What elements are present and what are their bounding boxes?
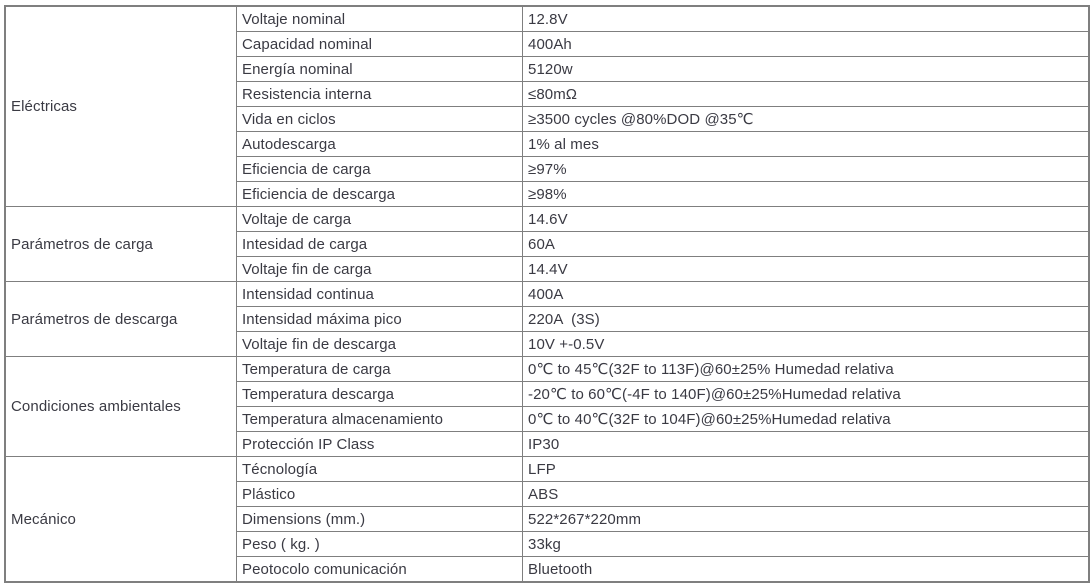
param-cell: Resistencia interna [236, 81, 523, 107]
value-cell: ≤80mΩ [522, 81, 1090, 107]
value-cell: 522*267*220mm [522, 506, 1090, 532]
table-row: Eficiencia de carga ≥97% [5, 156, 1090, 182]
table-row: Temperatura descarga -20℃ to 60℃(-4F to 1… [5, 381, 1090, 407]
param-cell: Plástico [236, 481, 523, 507]
value-cell: 14.4V [522, 256, 1090, 282]
table-row: Energía nominal 5120w [5, 56, 1090, 82]
value-cell: ≥98% [522, 181, 1090, 207]
param-cell: Dimensions (mm.) [236, 506, 523, 532]
value-cell: 0℃ to 40℃(32F to 104F)@60±25%Humedad rel… [522, 406, 1090, 432]
spec-table-body: Eléctricas Voltaje nominal 12.8V Capacidad … [4, 5, 1090, 583]
table-row: Intesidad de carga 60A [5, 231, 1090, 257]
value-cell: 400A [522, 281, 1090, 307]
table-row: Resistencia interna ≤80mΩ [5, 81, 1090, 107]
value-cell: 1% al mes [522, 131, 1090, 157]
param-cell: Eficiencia de carga [236, 156, 523, 182]
table-row: Condiciones ambientales Temperatura de ca… [4, 356, 1090, 457]
table-row: Eléctricas Voltaje nominal 12.8V [4, 5, 1090, 207]
table-row: Peotocolo comunicación Bluetooth [5, 556, 1090, 583]
table-row: Parámetros de carga Voltaje de carga 14.6V [4, 206, 1090, 282]
value-cell: Bluetooth [522, 556, 1090, 583]
value-cell: 0℃ to 45℃(32F to 113F)@60±25% Humedad re… [522, 356, 1090, 382]
value-cell: ≥3500 cycles @80%DOD @35℃ [522, 106, 1090, 132]
param-cell: Temperatura descarga [236, 381, 523, 407]
param-cell: Intesidad de carga [236, 231, 523, 257]
value-cell: 60A [522, 231, 1090, 257]
param-cell: Eficiencia de descarga [236, 181, 523, 207]
category-cell: Eléctricas [4, 5, 237, 207]
value-cell: 5120w [522, 56, 1090, 82]
param-cell: Autodescarga [236, 131, 523, 157]
param-cell: Técnología [236, 456, 523, 482]
param-cell: Voltaje de carga [236, 206, 523, 232]
category-cell: Mecánico [4, 456, 237, 583]
table-row: Protección IP Class IP30 [5, 431, 1090, 457]
param-cell: Peso ( kg. ) [236, 531, 523, 557]
category-cell: Parámetros de carga [4, 206, 237, 282]
table-row: Parámetros de descarga Intensidad continu… [4, 281, 1090, 357]
param-cell: Energía nominal [236, 56, 523, 82]
param-cell: Intensidad continua [236, 281, 523, 307]
param-cell: Voltaje nominal [236, 5, 523, 32]
category-cell: Condiciones ambientales [4, 356, 237, 457]
value-cell: ABS [522, 481, 1090, 507]
param-cell: Vida en ciclos [236, 106, 523, 132]
value-cell: 220A (3S) [522, 306, 1090, 332]
table-row: Mecánico Técnología LFP [4, 456, 1090, 583]
table-row: Vida en ciclos ≥3500 cycles @80%DOD @35℃ [5, 106, 1090, 132]
spec-table: Eléctricas Voltaje nominal 12.8V Capacidad … [4, 5, 1090, 583]
table-row: Voltaje fin de carga 14.4V [5, 256, 1090, 282]
value-cell: 14.6V [522, 206, 1090, 232]
param-cell: Temperatura de carga [236, 356, 523, 382]
param-cell: Peotocolo comunicación [236, 556, 523, 583]
value-cell: ≥97% [522, 156, 1090, 182]
value-cell: IP30 [522, 431, 1090, 457]
table-row: Eficiencia de descarga ≥98% [5, 181, 1090, 207]
value-cell: LFP [522, 456, 1090, 482]
param-cell: Protección IP Class [236, 431, 523, 457]
table-row: Temperatura almacenamiento 0℃ to 40℃(32F … [5, 406, 1090, 432]
value-cell: 400Ah [522, 31, 1090, 57]
value-cell: 10V +-0.5V [522, 331, 1090, 357]
table-row: Peso ( kg. ) 33kg [5, 531, 1090, 557]
param-cell: Temperatura almacenamiento [236, 406, 523, 432]
category-cell: Parámetros de descarga [4, 281, 237, 357]
param-cell: Intensidad máxima pico [236, 306, 523, 332]
value-cell: 33kg [522, 531, 1090, 557]
param-cell: Voltaje fin de carga [236, 256, 523, 282]
value-cell: -20℃ to 60℃(-4F to 140F)@60±25%Humedad r… [522, 381, 1090, 407]
param-cell: Voltaje fin de descarga [236, 331, 523, 357]
value-cell: 12.8V [522, 5, 1090, 32]
table-row: Capacidad nominal 400Ah [5, 31, 1090, 57]
param-cell: Capacidad nominal [236, 31, 523, 57]
table-row: Voltaje fin de descarga 10V +-0.5V [5, 331, 1090, 357]
